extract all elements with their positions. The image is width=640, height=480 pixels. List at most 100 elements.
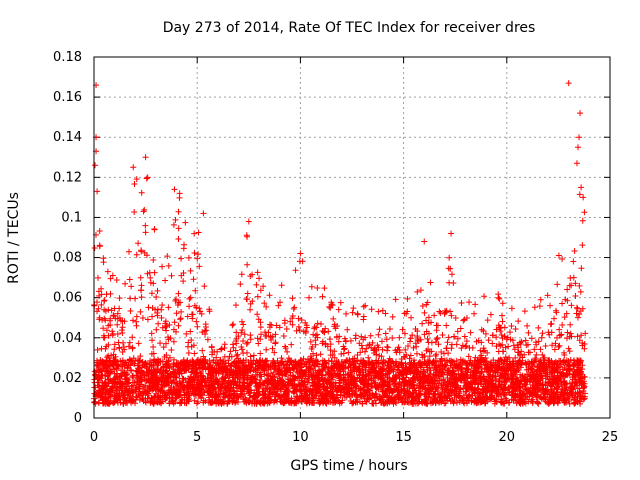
data-point <box>383 336 390 343</box>
data-point <box>354 310 361 317</box>
data-point <box>181 241 188 248</box>
data-point <box>386 325 393 332</box>
data-point <box>141 389 148 396</box>
data-point <box>230 384 237 391</box>
data-point <box>291 304 298 311</box>
data-point <box>262 329 269 336</box>
data-point <box>451 333 458 340</box>
data-point <box>247 306 254 313</box>
data-point <box>477 359 484 366</box>
data-point <box>577 288 584 295</box>
data-point <box>191 302 198 309</box>
data-point <box>552 340 559 347</box>
data-point <box>117 379 124 386</box>
data-point <box>460 317 467 324</box>
data-point <box>181 383 188 390</box>
data-point <box>481 376 488 383</box>
data-point <box>329 358 336 365</box>
data-point <box>254 311 261 318</box>
data-point <box>258 331 265 338</box>
data-point <box>376 393 383 400</box>
data-point <box>388 359 395 366</box>
data-point <box>159 263 166 270</box>
data-point <box>145 304 152 311</box>
data-point <box>498 365 505 372</box>
data-point <box>232 369 239 376</box>
data-point <box>330 395 337 402</box>
data-point <box>325 378 332 385</box>
data-point <box>275 368 282 375</box>
data-point <box>210 366 217 373</box>
data-point <box>367 332 374 339</box>
data-point <box>155 375 162 382</box>
data-point <box>389 358 396 365</box>
data-point <box>568 389 575 396</box>
data-point <box>373 351 380 358</box>
data-point <box>215 370 222 377</box>
data-point <box>169 398 176 405</box>
data-point <box>567 274 574 281</box>
data-point <box>461 333 468 340</box>
data-point <box>363 360 370 367</box>
data-point <box>489 332 496 339</box>
data-point <box>230 321 237 328</box>
data-point <box>254 269 261 276</box>
data-point <box>100 325 107 332</box>
data-point <box>177 399 184 406</box>
data-point <box>486 381 493 388</box>
data-point <box>502 387 509 394</box>
data-point <box>133 322 140 329</box>
data-point <box>201 357 208 364</box>
data-point <box>340 346 347 353</box>
data-point <box>495 378 502 385</box>
x-tick-label: 20 <box>499 430 516 445</box>
data-point <box>399 326 406 333</box>
data-point <box>255 316 262 323</box>
data-point <box>523 361 530 368</box>
data-point <box>347 397 354 404</box>
data-point <box>99 385 106 392</box>
data-point <box>271 396 278 403</box>
data-point <box>544 386 551 393</box>
data-point <box>398 359 405 366</box>
data-point <box>303 400 310 407</box>
data-point <box>205 383 212 390</box>
data-point <box>111 341 118 348</box>
data-point <box>413 395 420 402</box>
data-point <box>175 235 182 242</box>
data-point <box>142 229 149 236</box>
data-point <box>375 386 382 393</box>
data-point <box>264 400 271 407</box>
data-point <box>484 317 491 324</box>
data-point <box>295 315 302 322</box>
data-point <box>244 339 251 346</box>
data-point <box>465 353 472 360</box>
data-point <box>136 358 143 365</box>
data-point <box>576 282 583 289</box>
data-point <box>147 357 154 364</box>
data-point <box>414 400 421 407</box>
data-point <box>197 374 204 381</box>
data-point <box>244 384 251 391</box>
data-point <box>199 329 206 336</box>
data-point <box>165 304 172 311</box>
data-point <box>109 387 116 394</box>
data-point <box>343 310 350 317</box>
data-point <box>165 262 172 269</box>
data-point <box>539 381 546 388</box>
data-point <box>111 305 118 312</box>
data-point <box>184 313 191 320</box>
data-point <box>272 340 279 347</box>
data-point <box>149 313 156 320</box>
data-point <box>308 283 315 290</box>
data-point <box>564 329 571 336</box>
data-point <box>238 271 245 278</box>
data-point <box>114 310 121 317</box>
data-point <box>152 385 159 392</box>
data-point <box>489 378 496 385</box>
data-point <box>283 326 290 333</box>
data-point <box>574 314 581 321</box>
data-point <box>199 347 206 354</box>
data-point <box>148 350 155 357</box>
data-point <box>376 352 383 359</box>
